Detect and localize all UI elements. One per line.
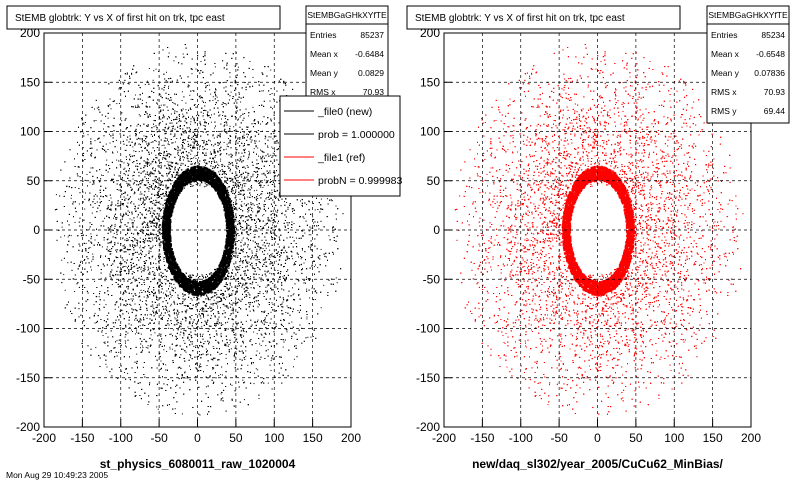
legend-box — [279, 95, 401, 197]
stats-value: -0.6548 — [756, 49, 785, 59]
title-box — [6, 5, 281, 30]
x-tick-label: -200 — [32, 431, 56, 445]
y-tick-label: 100 — [20, 125, 40, 139]
stats-label: Mean y — [310, 68, 339, 78]
x-tick-label: -50 — [550, 431, 568, 445]
stats-value: -0.6484 — [355, 49, 384, 59]
stats-label: Mean x — [711, 49, 740, 59]
stats-box — [706, 5, 790, 124]
y-tick-label: -150 — [416, 371, 440, 385]
y-tick-label: 150 — [20, 75, 40, 89]
stats-name: StEMBGaGHkXYfTE — [708, 10, 788, 20]
legend: _file0 (new) prob = 1.000000 _file1 (ref) p… — [279, 95, 403, 197]
x-tick-label: -200 — [432, 431, 456, 445]
y-tick-label: -50 — [423, 272, 441, 286]
scatter-points-2 — [454, 44, 744, 415]
x-tick-label: -150 — [470, 431, 494, 445]
y-tick-label: -100 — [16, 322, 40, 336]
y-tick-label: -100 — [416, 322, 440, 336]
stats-value: 70.93 — [764, 87, 786, 97]
y-tick-label: 50 — [27, 174, 41, 188]
x-tick-label: 100 — [664, 431, 684, 445]
x-tick-label: 200 — [741, 431, 761, 445]
x-tick-label: 150 — [303, 431, 323, 445]
scatter-points-1 — [54, 44, 344, 416]
x-axis-label: new/daq_sl302/year_2005/CuCu62_MinBias/ — [472, 457, 723, 471]
stats-label: Mean x — [310, 49, 339, 59]
chart-title: StEMB globtrk: Y vs X of first hit on tr… — [415, 13, 625, 24]
stats-label: Mean y — [711, 68, 740, 78]
stats-label: RMS x — [711, 87, 737, 97]
y-tick-label: 100 — [420, 125, 440, 139]
stats-name: StEMBGaGHkXYfTE — [307, 10, 387, 20]
footer-timestamp: Mon Aug 29 10:49:23 2005 — [6, 470, 108, 480]
y-tick-label: -200 — [416, 420, 440, 434]
x-tick-label: -100 — [509, 431, 533, 445]
x-tick-label: 50 — [229, 431, 243, 445]
legend-label: _file0 (new) — [317, 106, 372, 118]
stats-value: 0.07836 — [754, 68, 785, 78]
stats-label: Entries — [310, 30, 336, 40]
x-tick-label: -100 — [109, 431, 133, 445]
panel-1: -200 -150 -100 -50 0 50 100 150 200 -200 -150 -100 -… — [6, 5, 403, 471]
stats-box — [305, 5, 389, 104]
x-tick-label: -150 — [70, 431, 94, 445]
x-tick-label: 150 — [703, 431, 723, 445]
y-tick-label: 50 — [427, 174, 441, 188]
stats-value: 85237 — [360, 30, 384, 40]
y-tick-label: -200 — [16, 420, 40, 434]
legend-label: probN = 0.999983 — [318, 175, 403, 187]
stats-value: 85234 — [761, 30, 785, 40]
x-tick-label: -50 — [150, 431, 168, 445]
y-tick-label: 0 — [33, 223, 40, 237]
stats-value: 0.0829 — [358, 68, 384, 78]
title-box — [406, 5, 681, 30]
x-tick-label: 100 — [264, 431, 284, 445]
stats-label: Entries — [711, 30, 737, 40]
chart-title: StEMB globtrk: Y vs X of first hit on tr… — [15, 13, 225, 24]
legend-label: prob = 1.000000 — [318, 129, 395, 141]
x-tick-label: 50 — [629, 431, 643, 445]
x-tick-label: 0 — [594, 431, 601, 445]
x-tick-label: 200 — [341, 431, 361, 445]
y-tick-label: -50 — [23, 272, 41, 286]
y-tick-label: 0 — [433, 223, 440, 237]
x-axis-label: st_physics_6080011_raw_1020004 — [100, 457, 296, 471]
stats-value: 69.44 — [764, 106, 786, 116]
stats-value: 70.93 — [363, 87, 385, 97]
y-tick-label: -150 — [16, 371, 40, 385]
legend-label: _file1 (ref) — [317, 152, 365, 164]
panel-2: -200 -150 -100 -50 0 50 100 150 200 -200 -150 -100 -… — [406, 5, 790, 471]
stats-label: RMS x — [310, 87, 336, 97]
x-tick-label: 0 — [194, 431, 201, 445]
y-tick-label: 150 — [420, 75, 440, 89]
stats-label: RMS y — [711, 106, 737, 116]
